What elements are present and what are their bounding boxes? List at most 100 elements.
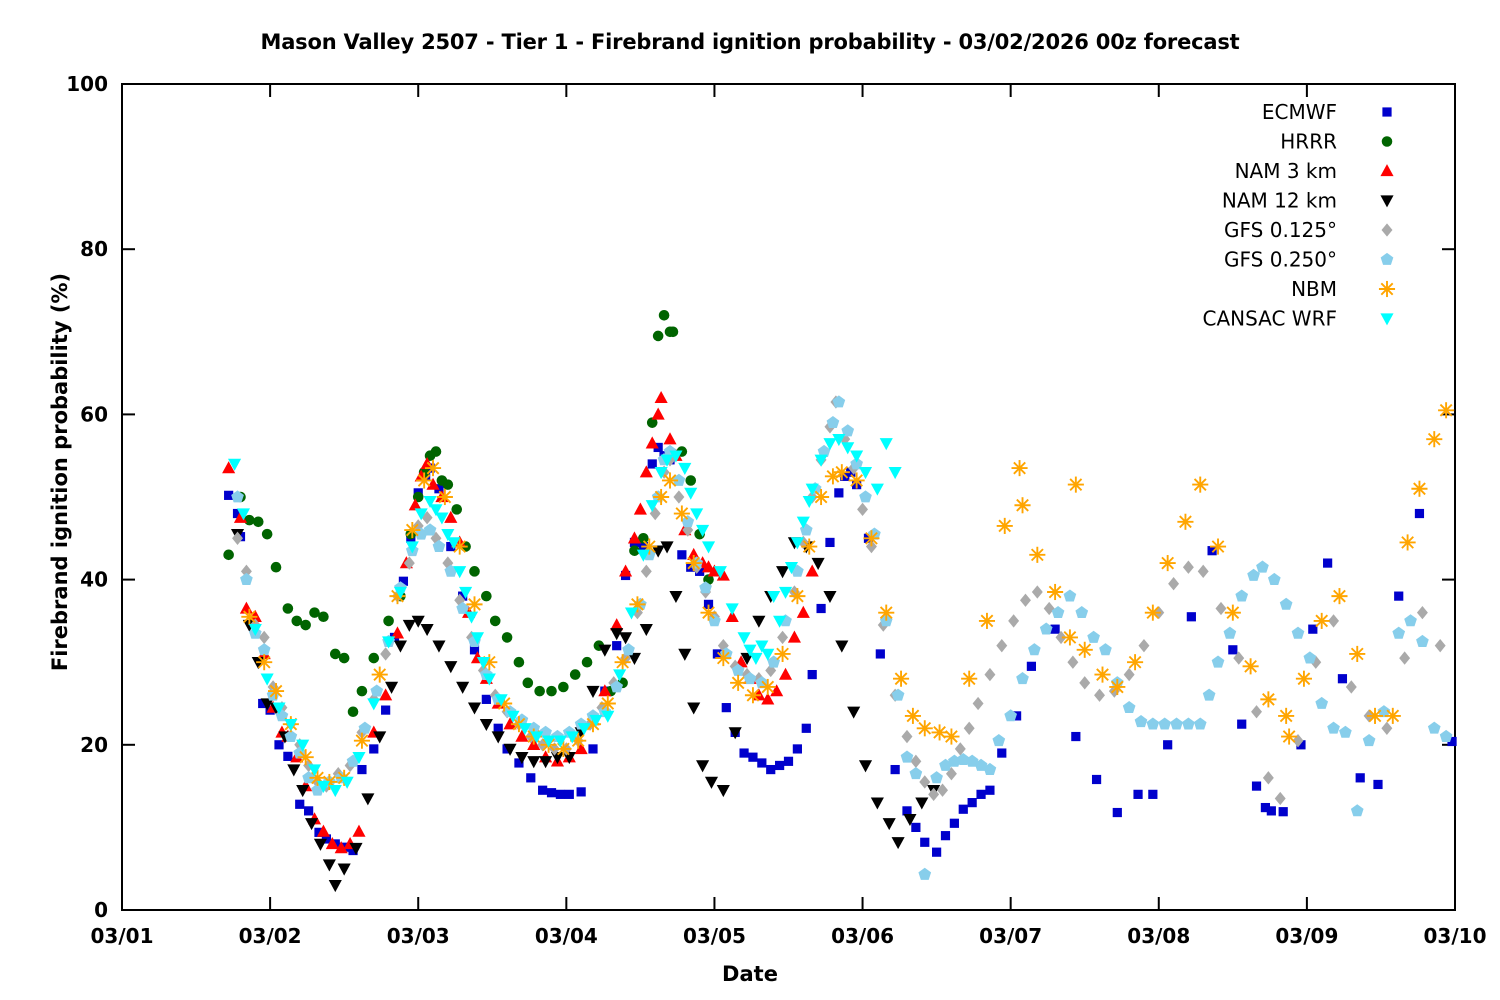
data-point — [1291, 626, 1305, 639]
data-point — [337, 863, 351, 876]
data-point — [660, 454, 674, 467]
data-point — [661, 472, 679, 489]
data-point — [522, 677, 534, 689]
data-point — [313, 838, 328, 851]
data-point — [1146, 717, 1160, 730]
data-point — [291, 615, 303, 627]
data-point — [667, 326, 679, 338]
data-point — [704, 776, 719, 789]
data-point — [728, 727, 742, 740]
data-point — [513, 656, 525, 668]
data-point — [1242, 658, 1259, 675]
y-tick-label: 80 — [80, 237, 108, 261]
data-point — [1050, 624, 1060, 634]
data-point — [223, 549, 234, 561]
data-point — [749, 652, 763, 665]
data-point — [614, 654, 631, 671]
data-point — [685, 475, 697, 486]
data-point — [613, 669, 627, 682]
data-point — [972, 696, 984, 711]
data-point — [627, 531, 642, 544]
data-point — [730, 674, 747, 691]
data-point — [1439, 729, 1453, 742]
data-point — [1134, 715, 1148, 728]
data-point — [937, 783, 949, 797]
data-point — [1279, 597, 1293, 610]
data-point — [302, 771, 315, 784]
data-point — [610, 680, 624, 693]
x-tick-label: 03/06 — [831, 924, 894, 948]
data-point — [1366, 707, 1384, 724]
data-point — [1233, 651, 1245, 665]
data-point — [1235, 589, 1249, 602]
data-point — [967, 798, 977, 808]
data-point — [624, 607, 639, 620]
data-point — [1207, 546, 1217, 556]
data-point — [328, 880, 342, 893]
plot-frame — [121, 83, 1456, 911]
data-point — [696, 524, 710, 537]
data-point — [334, 841, 348, 854]
data-point — [1251, 705, 1263, 719]
data-point — [305, 818, 319, 831]
data-point — [353, 732, 370, 749]
data-point — [1349, 645, 1366, 662]
data-point — [1256, 560, 1269, 573]
legend-marker-nam-3-km — [1380, 164, 1394, 177]
x-tick-label: 03/01 — [91, 924, 154, 948]
series-hrrr — [223, 309, 714, 718]
data-point — [451, 504, 463, 515]
data-point — [619, 564, 633, 577]
data-point — [1094, 688, 1106, 702]
data-point — [1345, 680, 1357, 694]
data-point — [530, 731, 544, 744]
data-point — [576, 787, 586, 797]
data-point — [817, 444, 831, 457]
x-tick-label: 03/02 — [239, 924, 302, 948]
data-point — [352, 824, 366, 837]
data-point — [257, 643, 271, 656]
data-point — [565, 731, 579, 744]
data-point — [300, 619, 311, 631]
data-point — [408, 498, 422, 511]
data-point — [1182, 717, 1195, 730]
data-point — [956, 753, 970, 766]
data-point — [1055, 630, 1067, 645]
data-point — [1133, 789, 1143, 799]
data-point — [1159, 555, 1176, 572]
data-point — [850, 457, 863, 470]
data-point — [476, 657, 490, 670]
data-point — [978, 612, 996, 629]
data-point — [832, 434, 846, 447]
data-point — [515, 752, 529, 765]
data-point — [1295, 670, 1312, 687]
data-point — [1123, 667, 1135, 682]
data-point — [349, 842, 363, 855]
data-point — [700, 604, 717, 621]
data-point — [295, 799, 305, 809]
data-point — [663, 432, 677, 445]
data-point — [1247, 568, 1260, 581]
legend-marker-nbm — [1378, 280, 1396, 298]
data-point — [236, 508, 251, 521]
data-point — [678, 648, 692, 661]
data-point — [737, 632, 751, 645]
legend-label-gfs-0-125-: GFS 0.125° — [1224, 218, 1337, 242]
data-point — [931, 724, 948, 741]
data-point — [373, 731, 387, 744]
data-point — [564, 789, 574, 799]
data-point — [807, 669, 817, 680]
data-point — [715, 650, 732, 667]
data-point — [638, 533, 649, 544]
data-point — [859, 490, 872, 503]
data-point — [1144, 604, 1161, 621]
data-point — [900, 750, 914, 763]
data-point — [256, 654, 273, 671]
data-point — [673, 505, 690, 522]
data-point — [1339, 725, 1352, 738]
data-point — [348, 845, 358, 856]
x-tick-label: 03/03 — [387, 924, 450, 948]
data-point — [878, 604, 895, 621]
data-point — [224, 490, 234, 500]
data-point — [774, 645, 791, 662]
